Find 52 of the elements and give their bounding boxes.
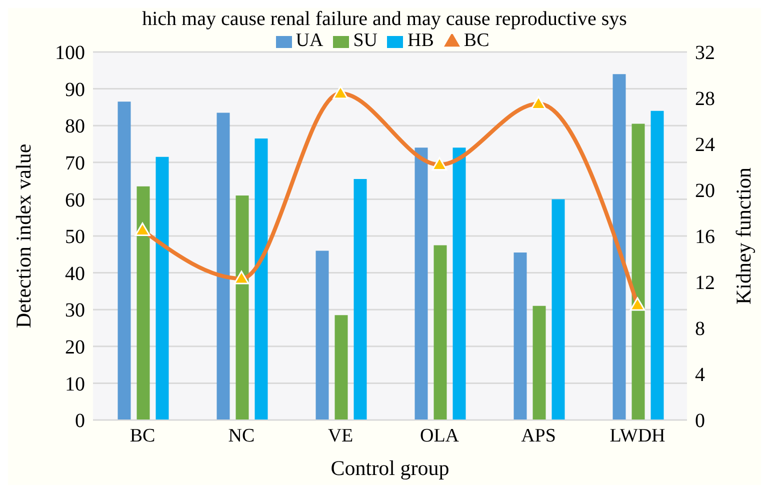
legend-label: UA xyxy=(296,30,324,51)
legend-label: SU xyxy=(353,30,378,51)
y-tick-label: 30 xyxy=(65,300,85,322)
bar xyxy=(612,74,626,420)
y-tick-label: 40 xyxy=(65,262,85,285)
y2-tick-label: 8 xyxy=(695,318,705,340)
y2-tick-label: 32 xyxy=(695,42,715,64)
x-axis-title: Control group xyxy=(330,456,450,480)
y-axis-title: Detection index value xyxy=(11,144,36,328)
y2-tick-label: 4 xyxy=(695,364,705,386)
bar xyxy=(156,156,169,420)
legend-label: HB xyxy=(407,30,434,51)
bar xyxy=(414,148,428,420)
bar xyxy=(254,138,268,420)
y-tick-label: 90 xyxy=(65,78,85,101)
bar xyxy=(650,110,664,420)
legend-label: BC xyxy=(464,30,490,51)
y-tick-label: 50 xyxy=(65,226,85,248)
x-tick-label: NC xyxy=(228,425,255,446)
x-tick-label: BC xyxy=(130,425,156,446)
y-tick-label: 70 xyxy=(65,152,85,174)
bar xyxy=(552,199,565,420)
y2-axis-title: Kidney function xyxy=(731,166,756,305)
y2-tick-label: 24 xyxy=(695,134,715,156)
y-tick-label: 10 xyxy=(65,373,85,396)
y-tick-label: 20 xyxy=(65,336,85,358)
bar xyxy=(118,102,131,420)
y2-tick-label: 16 xyxy=(695,226,715,248)
y2-tick-label: 0 xyxy=(695,410,705,432)
bar xyxy=(334,315,348,420)
y-tick-label: 100 xyxy=(55,42,85,64)
y2-tick-label: 28 xyxy=(695,88,715,110)
bar xyxy=(632,124,645,420)
y-tick-label: 80 xyxy=(65,116,85,138)
bar xyxy=(236,196,249,420)
x-tick-label: LWDH xyxy=(610,425,666,446)
bar xyxy=(434,245,447,420)
x-tick-label: VE xyxy=(328,425,354,446)
bar xyxy=(316,250,329,420)
bar xyxy=(514,252,527,420)
y2-tick-label: 12 xyxy=(695,272,715,294)
x-tick-label: APS xyxy=(521,425,556,446)
x-tick-label: OLA xyxy=(420,425,460,446)
bar xyxy=(354,178,367,420)
bar xyxy=(452,148,466,420)
text: hich may cause renal failure and may cause reproductive sys xyxy=(141,8,628,30)
bar xyxy=(136,186,150,420)
bar xyxy=(532,306,546,420)
y-tick-label: 60 xyxy=(65,189,85,212)
y-tick-label: 0 xyxy=(75,410,85,432)
bar xyxy=(216,112,230,420)
y2-tick-label: 20 xyxy=(695,180,715,202)
